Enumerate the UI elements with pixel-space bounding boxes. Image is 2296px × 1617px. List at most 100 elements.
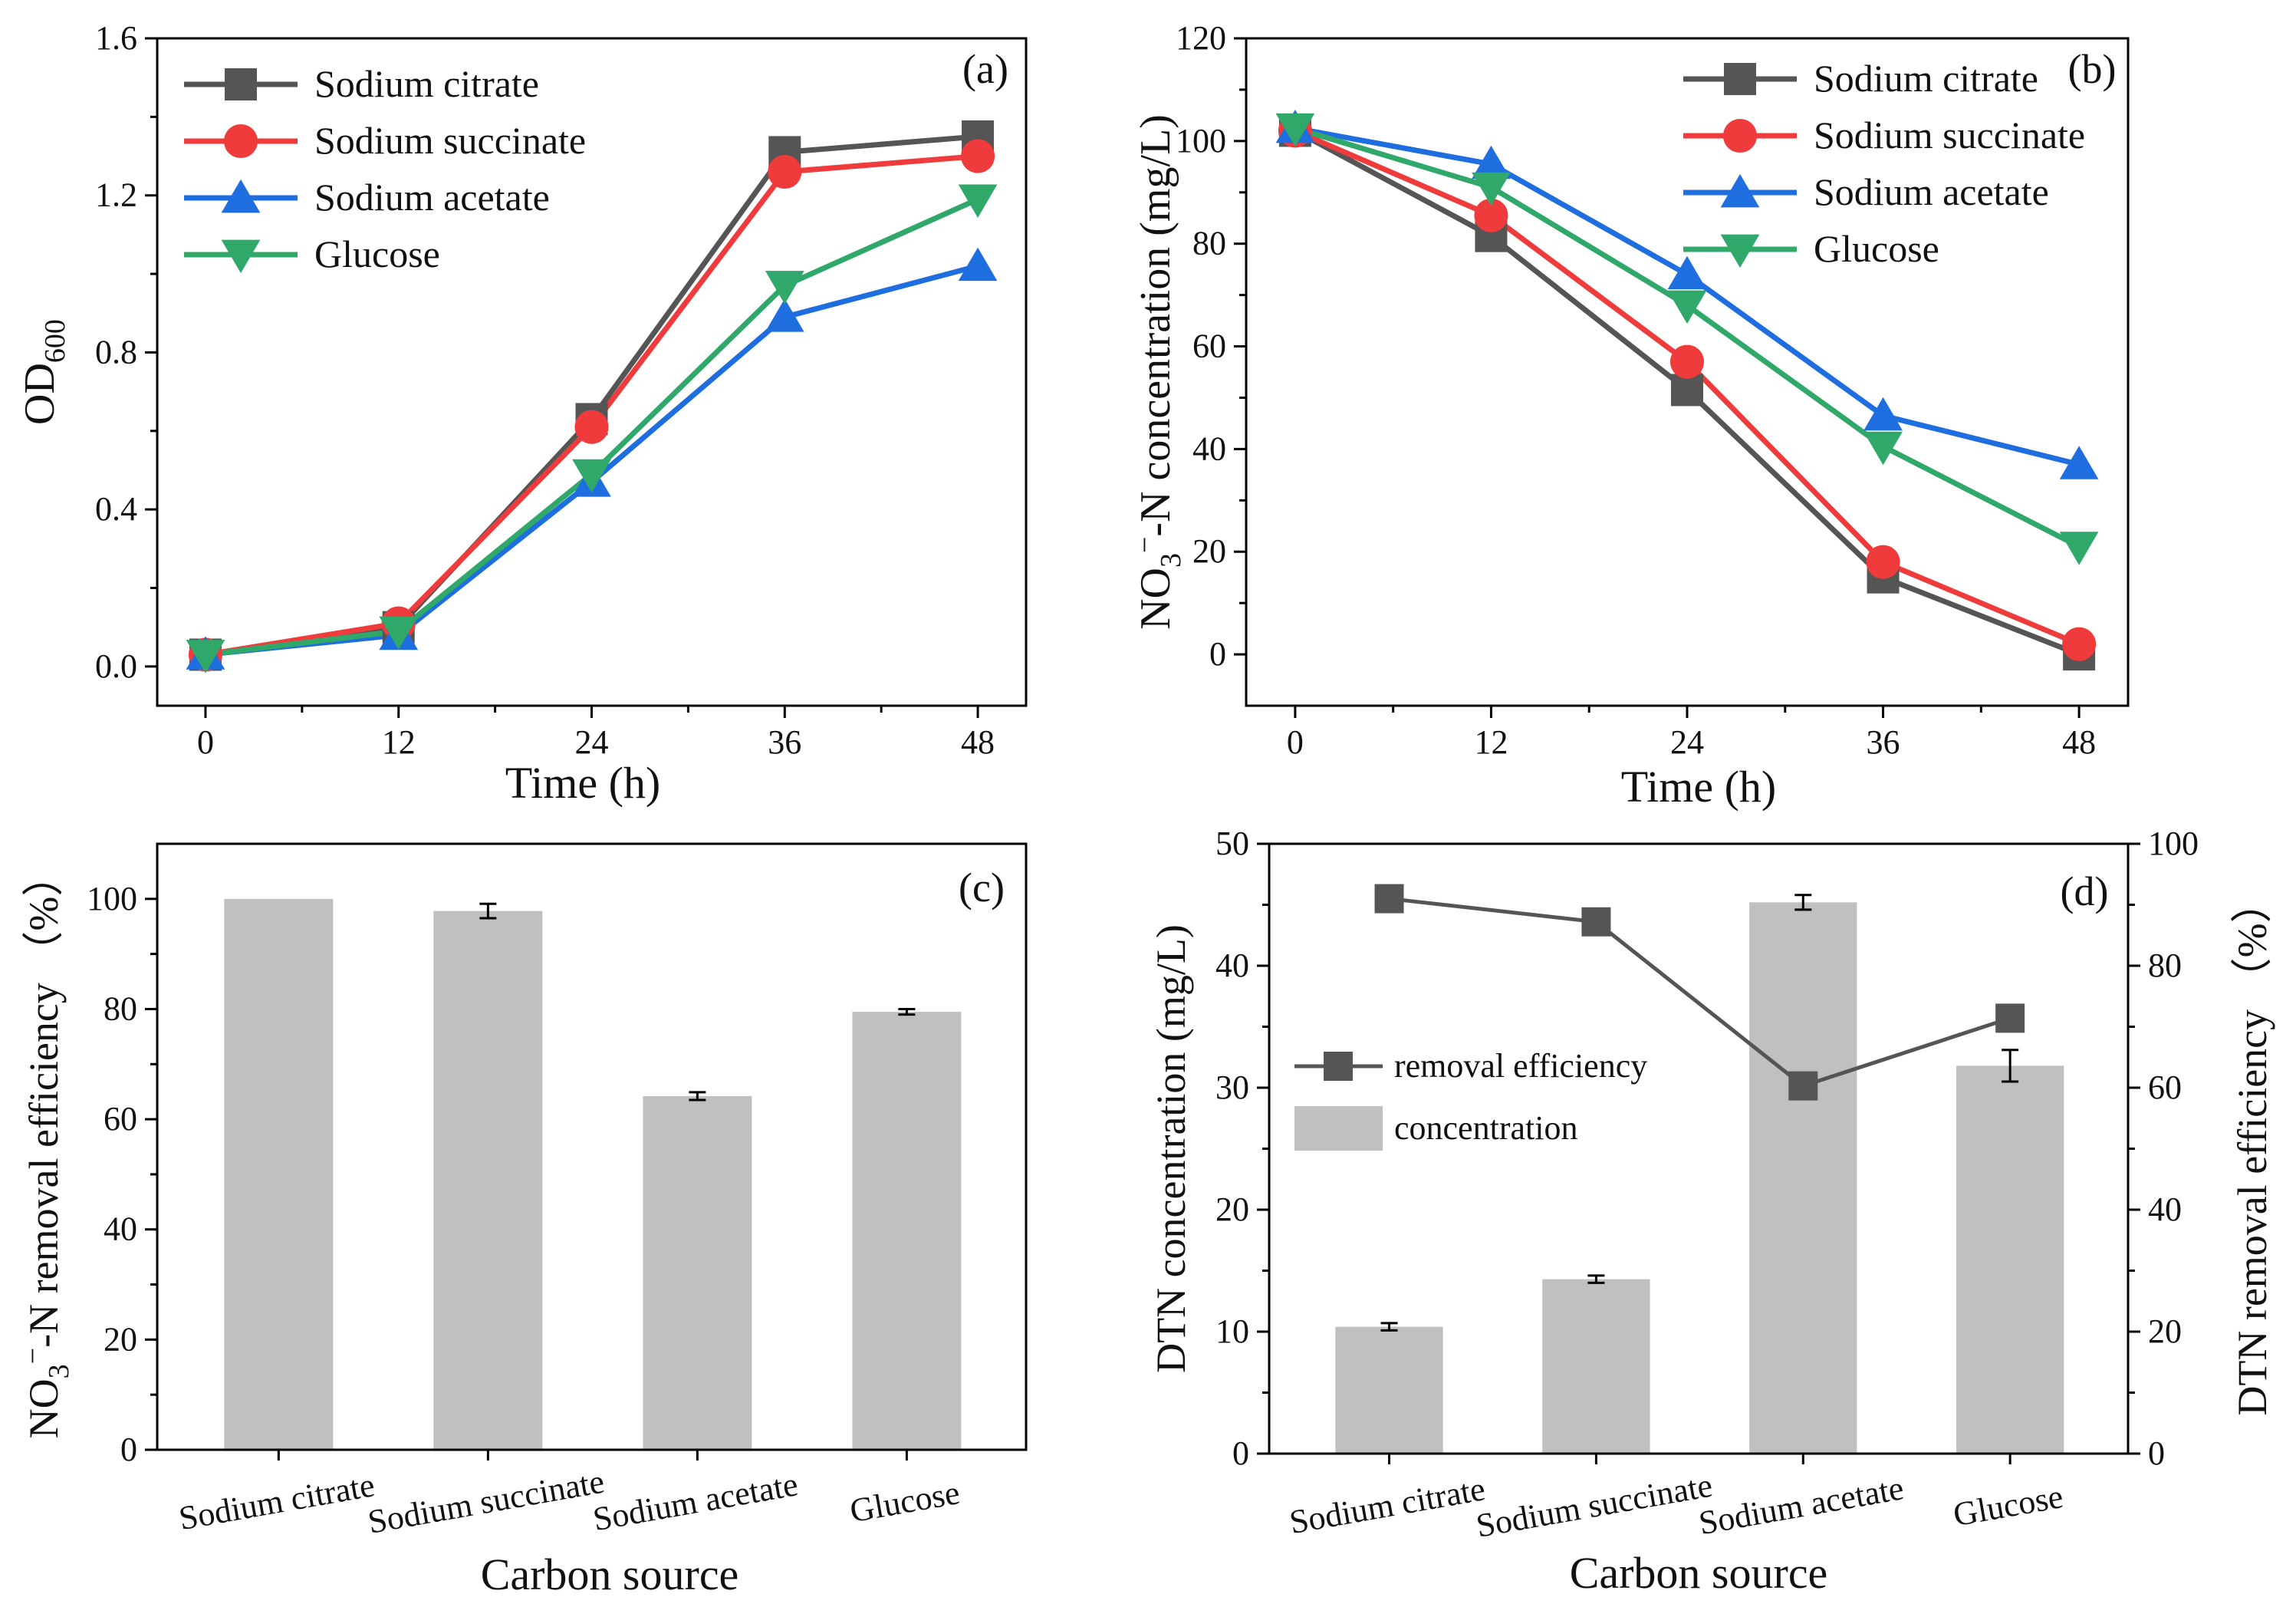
legend-label-removal-efficiency: removal efficiency [1394,1047,1647,1085]
legend-label-glucose: Glucose [1814,227,1939,270]
y-tick-label-right: 60 [2148,1069,2182,1106]
data-point-removal-efficiency [1374,884,1404,914]
y-tick-label: 60 [1192,328,1226,365]
chart-panel-a: 0.0 0.4 0.8 1.2 1.6 0 12 24 36 48 Time (h) OD600 (a)… [16,19,1028,808]
x-tick-label: Sodium citrate [176,1466,377,1537]
y-tick-label-right: 20 [2148,1312,2182,1350]
bar [643,1095,752,1450]
y-tick-label-left: 10 [1215,1312,1249,1350]
legend-label-acetate: Sodium acetate [314,176,550,219]
legend-label-succinate: Sodium succinate [314,119,586,162]
panel-label: (b) [2068,46,2117,92]
y-axis-label-left: DTN concentration (mg/L) [1148,924,1194,1373]
x-axis-label: Carbon source [1570,1548,1828,1598]
legend-marker-succinate [223,123,258,159]
data-point-acetate [1472,145,1511,179]
y-tick-label: 1.6 [95,19,137,57]
data-point-succinate [1866,545,1900,579]
legend-marker-removal-efficiency [1324,1052,1353,1081]
legend-swatch-concentration [1294,1106,1383,1151]
data-point-acetate [1667,255,1707,290]
legend-marker-acetate [1720,173,1760,208]
series-line-removal-efficiency [1389,897,2011,1088]
y-tick-label: 40 [1192,430,1226,467]
y-tick-label: 120 [1176,19,1226,57]
y-tick-label: 20 [1192,532,1226,570]
legend-marker-citrate [1724,63,1756,95]
chart-panel-b: 0 20 40 60 80 100 120 0 12 24 36 48 Time (h) NO3−-N c… [1129,19,2130,812]
x-tick-label: Glucose [847,1474,963,1530]
data-point-glucose [379,616,419,650]
legend-label-succinate: Sodium succinate [1814,114,2085,156]
data-point-succinate [768,154,802,189]
data-point-glucose [572,459,611,493]
x-tick-label: 36 [1867,723,1900,761]
y-axis-label-sub: 3 [1155,553,1187,568]
panel-label: (c) [959,864,1005,911]
x-tick-label: Sodium acetate [1696,1469,1906,1542]
y-tick-label-right: 80 [2148,947,2182,984]
data-point-glucose [2059,532,2099,565]
y-tick-label-left: 30 [1215,1069,1249,1106]
bar [1749,902,1857,1454]
data-point-acetate [2059,446,2099,479]
bar [224,898,334,1450]
y-tick-label: 80 [1192,225,1226,262]
y-tick-label-right: 100 [2148,825,2199,862]
y-tick-label: 1.2 [95,176,137,214]
y-tick-label: 100 [87,880,137,917]
y-tick-label: 60 [104,1100,137,1138]
data-point-glucose [1863,431,1903,466]
data-point-succinate [1669,344,1705,379]
y-axis-label-rest: -N removal efficiency （%） [21,855,67,1348]
plot-frame [156,842,1028,1451]
y-axis-label: OD600 [16,319,71,425]
x-axis-label: Time (h) [505,758,661,808]
x-tick-label: 48 [961,723,995,761]
x-tick-label: 24 [575,723,609,761]
data-point-glucose [958,184,998,218]
y-tick-label: 100 [1176,122,1226,160]
x-tick-label: Sodium succinate [365,1463,607,1541]
data-point-succinate [2062,627,2097,661]
data-point-removal-efficiency [1581,907,1611,937]
legend-marker-glucose [221,239,261,274]
legend-label-glucose: Glucose [314,232,440,275]
y-tick-label-left: 40 [1215,947,1249,984]
y-tick-label-left: 20 [1215,1191,1249,1228]
legend-marker-succinate [1722,118,1758,153]
y-axis-label-rest: -N concentration (mg/L) [1132,114,1179,536]
data-point-acetate [1863,397,1903,431]
y-tick-label-left: 50 [1215,825,1249,862]
y-axis-label-sup: − [17,1348,49,1364]
y-tick-label: 80 [104,990,137,1027]
x-tick-label: 48 [2062,723,2096,761]
y-axis-label-main: NO [1132,568,1179,630]
data-point-acetate [765,298,804,332]
x-tick-label: Sodium succinate [1473,1467,1715,1545]
data-point-glucose [1472,172,1511,206]
legend-marker-glucose [1720,234,1760,268]
legend-label-citrate: Sodium citrate [1814,57,2038,100]
x-tick-label: Sodium citrate [1287,1470,1488,1541]
y-tick-label: 0.0 [95,647,137,685]
y-axis-label-main: OD [16,363,64,425]
x-tick-label: Sodium acetate [590,1465,801,1538]
y-axis-label-main: NO [21,1378,67,1438]
y-axis-label-right: DTN removal efficiency （%） [2229,881,2275,1415]
y-axis-label-sub: 3 [43,1364,75,1378]
data-point-glucose [765,271,804,305]
data-point-citrate [1671,374,1703,407]
x-tick-label: 0 [1287,723,1304,761]
data-point-glucose [1275,113,1315,147]
bar [433,911,543,1450]
y-tick-label: 0.8 [95,333,137,370]
panel-label: (a) [962,46,1008,92]
data-point-glucose [1667,290,1707,324]
x-tick-label: 0 [197,723,214,761]
y-axis-label-sub: 600 [39,319,71,363]
y-axis-label: NO3−-N removal efficiency （%） [17,855,75,1439]
data-point-removal-efficiency [1995,1003,2025,1033]
